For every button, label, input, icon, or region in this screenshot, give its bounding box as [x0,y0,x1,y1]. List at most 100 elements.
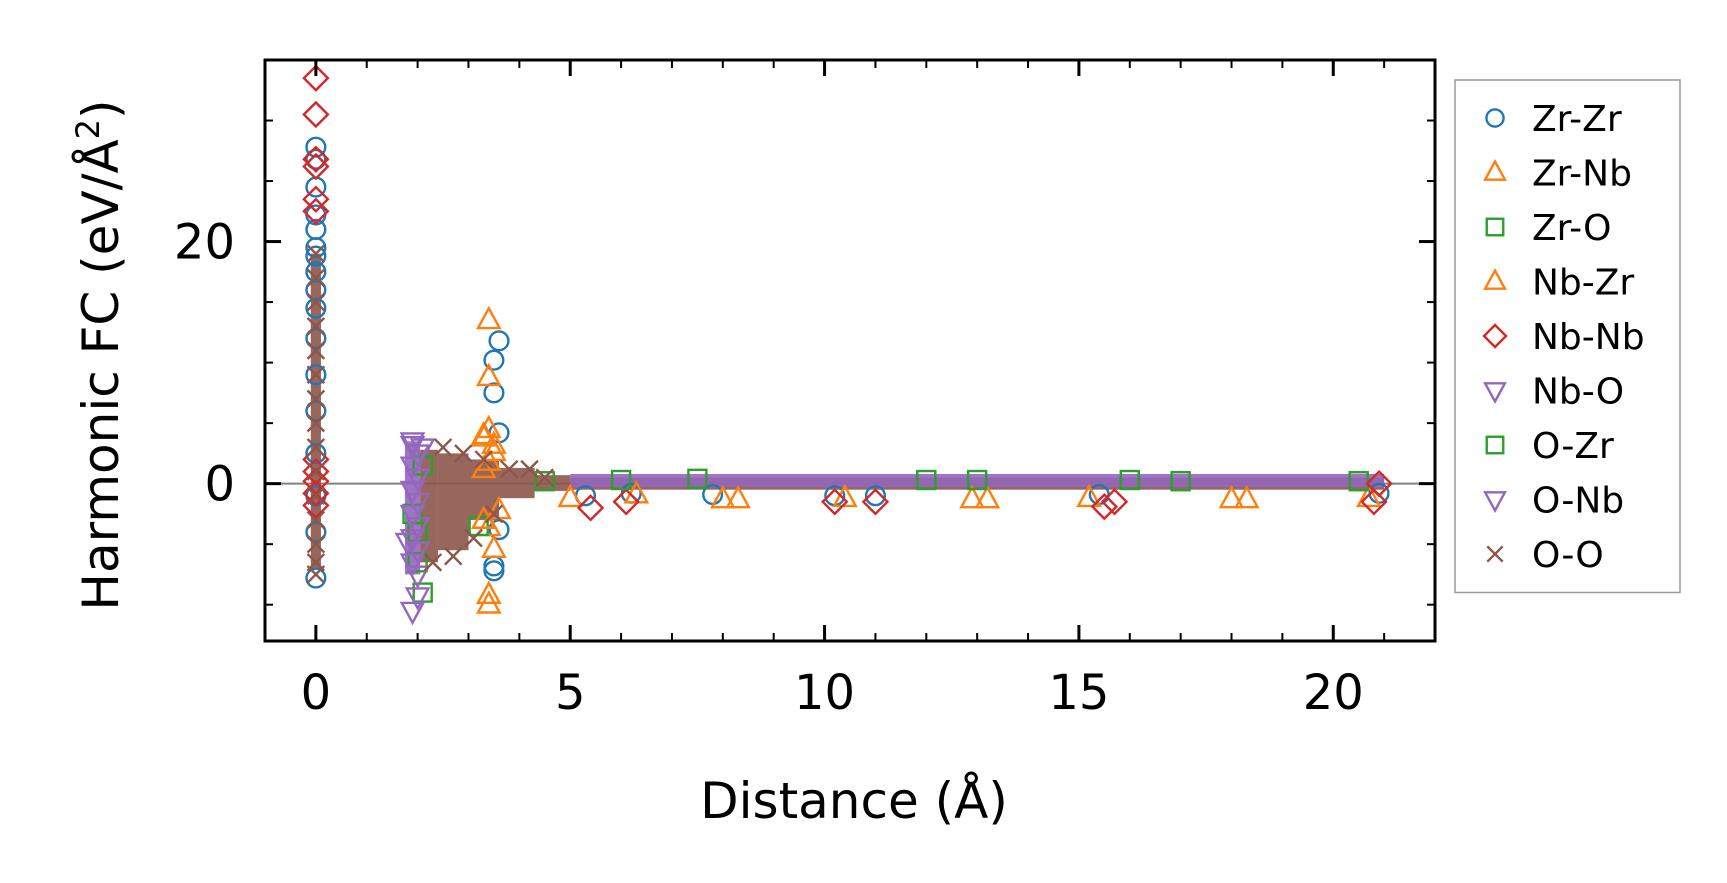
point-zr-nb-18 [1218,484,1245,509]
axes: 0 5 10 15 20 0 20 [174,58,1437,721]
y-tick-label-1: 20 [174,215,235,271]
point-o-o-15 [423,553,443,572]
point-o-o-17 [443,547,463,566]
axis-labels: Distance (Å) Harmonic FC (eV/Å2) [69,99,1008,830]
y-axis-label: Harmonic FC (eV/Å2) [69,99,130,610]
legend-label-nb-zr: Nb-Zr [1532,263,1634,304]
y-axis-label-close: ) [72,99,130,119]
series-o-o [306,244,555,584]
point-o-zr-2 [610,469,632,491]
point-zr-zr-11 [305,364,327,386]
y-axis-label-sup: 2 [69,119,107,139]
point-o-o-24 [535,468,555,487]
series-nb-nb [302,64,1393,522]
point-zr-nb-8 [476,580,502,605]
point-nb-nb-4 [302,185,330,213]
plot-frame [263,58,1437,643]
legend-marker-zr-o [1485,217,1505,237]
point-o-o-16 [433,438,453,457]
point-o-o-2 [306,292,326,312]
point-zr-zr-15 [305,521,327,543]
legend-marker-o-zr [1485,435,1505,455]
legend-marker-nb-zr [1483,267,1507,290]
point-nb-zr-2 [470,454,497,479]
point-o-nb-5 [404,492,431,517]
point-zr-o-6 [916,469,937,491]
legend-label-nb-nb: Nb-Nb [1532,317,1645,358]
point-zr-zr-22 [483,560,505,582]
legend-label-zr-nb: Zr-Nb [1532,154,1632,195]
x-axis-label: Distance (Å) [700,772,1008,830]
point-o-nb-1 [404,444,431,468]
point-nb-nb-12 [612,488,640,516]
point-zr-nb-7 [481,534,507,559]
point-o-o-19 [464,528,483,548]
point-zr-zr-21 [483,555,505,577]
legend-marker-zr-zr [1485,108,1505,128]
point-zr-nb-20 [1356,483,1382,508]
point-o-o-18 [454,444,473,463]
point-o-o-22 [499,459,519,479]
point-zr-zr-5 [305,237,327,259]
legend-marker-nb-nb [1482,323,1508,349]
point-o-o-0 [306,244,326,263]
point-o-o-6 [306,389,326,409]
point-zr-o-8 [1348,471,1369,492]
point-nb-o-0 [399,601,426,626]
point-nb-nb-13 [821,488,849,516]
point-o-nb-6 [399,504,426,529]
point-o-o-7 [306,413,326,433]
point-nb-nb-7 [302,457,330,486]
x-tick-label-1: 5 [555,665,586,721]
point-o-o-4 [306,341,326,360]
x-tick-label-4: 20 [1303,665,1364,721]
data-band-7 [570,473,1385,488]
point-zr-zr-28 [864,485,886,507]
point-o-nb-7 [404,517,431,541]
point-nb-o-4 [394,532,421,557]
legend-label-o-o: O-O [1532,535,1604,576]
point-zr-nb-0 [476,305,502,330]
point-zr-zr-6 [305,245,327,267]
point-zr-zr-0 [305,136,327,158]
point-o-o-3 [306,317,326,336]
point-zr-nb-12 [710,484,736,509]
point-o-zr-3 [966,469,988,491]
point-zr-o-5 [687,468,708,490]
legend-label-o-nb: O-Nb [1532,481,1624,522]
point-o-o-10 [306,486,326,505]
point-o-zr-4 [1170,471,1191,492]
legend-marker-o-nb [1483,491,1507,514]
legend-label-zr-zr: Zr-Zr [1532,99,1622,140]
legend-label-zr-o: Zr-O [1532,208,1612,249]
x-tick-label-2: 10 [794,665,855,721]
point-zr-nb-19 [1233,484,1260,509]
point-zr-zr-17 [488,330,510,352]
point-nb-nb-2 [302,145,330,173]
point-nb-nb-3 [302,152,330,181]
point-nb-nb-14 [861,488,890,516]
point-o-nb-8 [399,529,426,553]
point-nb-nb-15 [1090,492,1119,521]
point-nb-nb-0 [302,64,330,92]
dense-data-bands [265,253,1435,575]
legend-label-o-zr: O-Zr [1532,426,1614,467]
point-zr-nb-17 [1076,483,1102,508]
legend-marker-o-o [1486,545,1504,563]
point-o-o-12 [306,534,326,554]
series-zr-nb [470,305,1382,614]
point-o-o-5 [306,365,326,384]
point-nb-nb-17 [1360,488,1388,516]
point-nb-nb-5 [302,197,330,225]
data-points [302,64,1393,626]
point-zr-o-1 [412,582,433,603]
point-o-o-21 [484,504,504,524]
point-zr-zr-9 [305,297,327,319]
point-zr-zr-13 [305,442,327,464]
point-o-nb-4 [399,480,426,505]
point-zr-nb-10 [557,483,584,508]
point-zr-zr-12 [305,400,327,422]
point-zr-zr-19 [483,382,505,404]
point-nb-nb-1 [302,100,330,129]
